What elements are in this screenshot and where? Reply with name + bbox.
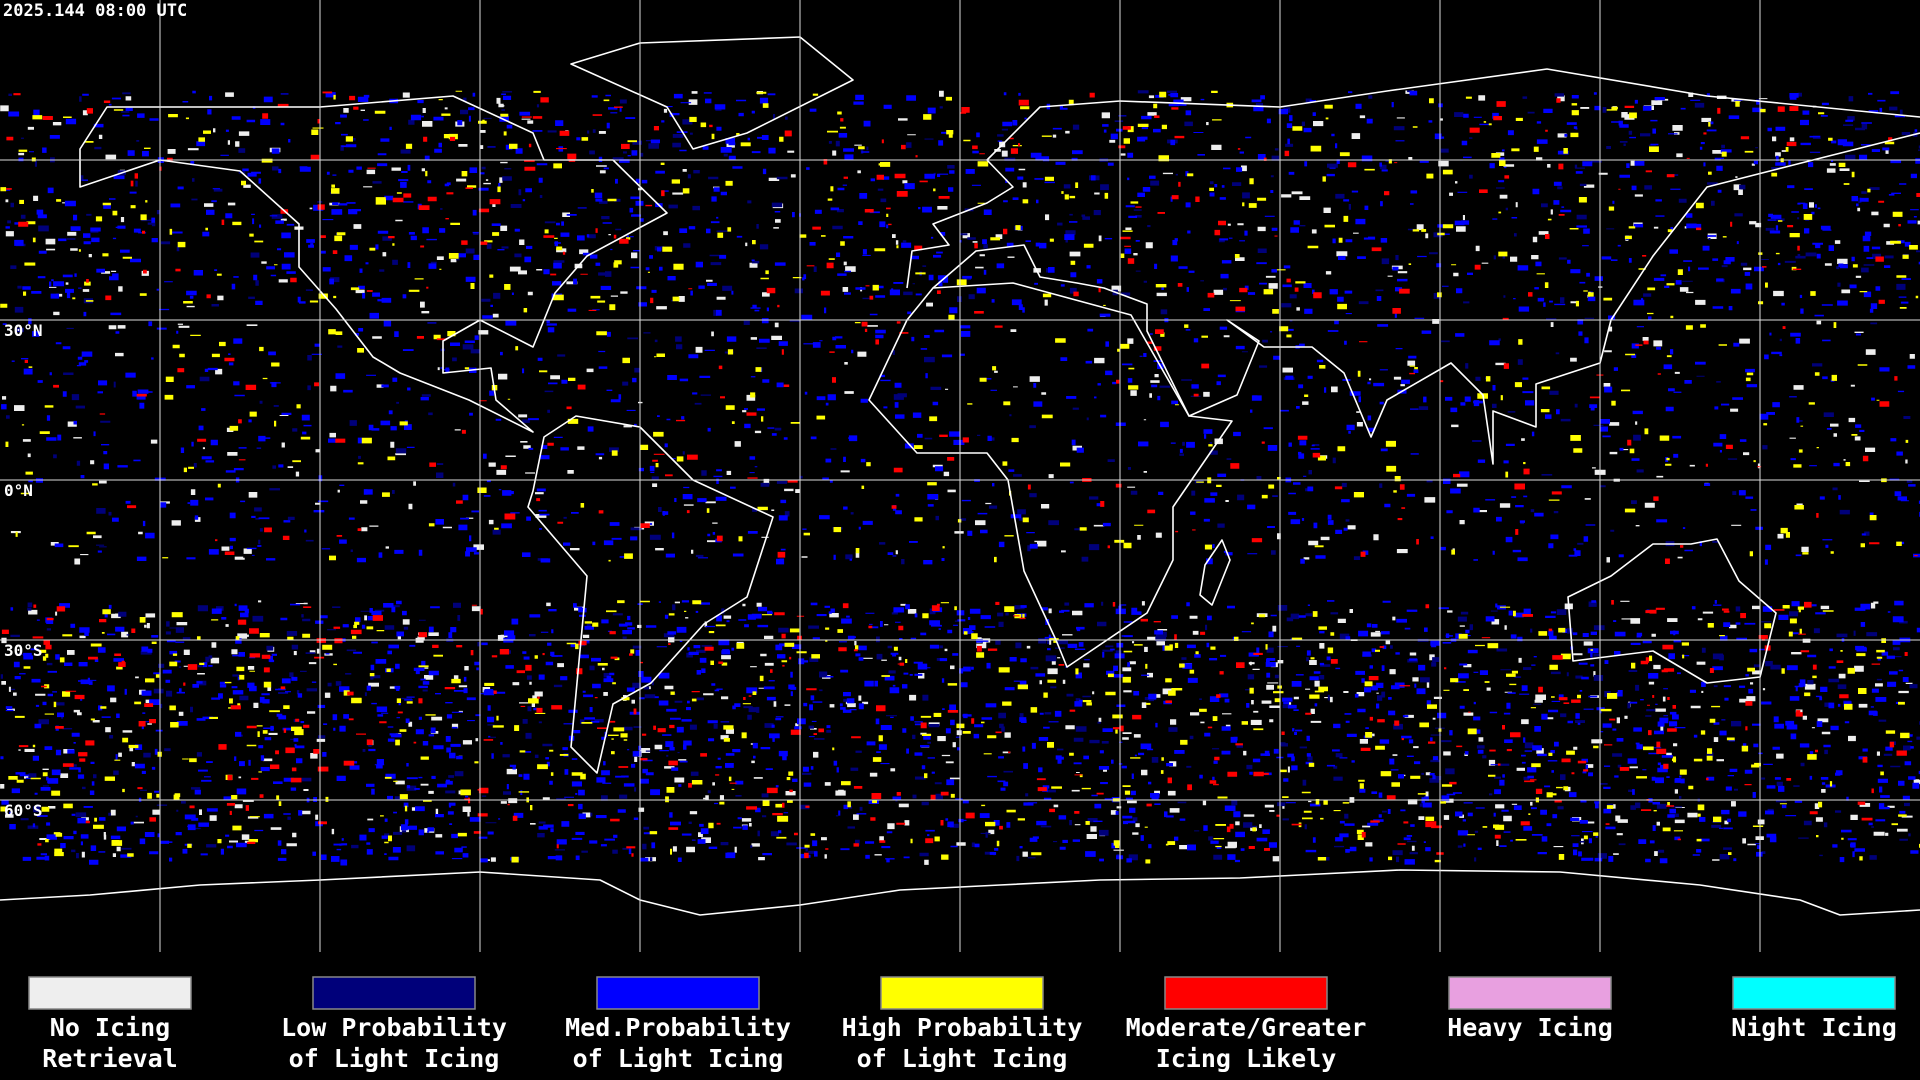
- latitude-label: 60°S: [4, 801, 43, 820]
- graticule: [0, 0, 1920, 952]
- legend-label: Retrieval: [42, 1044, 177, 1073]
- icing-field: [0, 90, 1920, 866]
- legend-swatch: [1732, 976, 1896, 1010]
- legend-label: High Probability: [842, 1013, 1083, 1042]
- legend-swatch: [312, 976, 476, 1010]
- north-america: [79, 95, 668, 433]
- legend-label: Moderate/Greater: [1126, 1013, 1367, 1042]
- icing-pixels: [0, 90, 1920, 866]
- legend-swatch: [596, 976, 760, 1010]
- australia: [1567, 538, 1777, 684]
- africa: [868, 282, 1233, 668]
- legend-swatch: [1448, 976, 1612, 1010]
- latitude-labels: 30°N 0°N 30°S 60°S: [4, 321, 43, 820]
- legend-label: No Icing: [50, 1013, 170, 1042]
- legend-label: Low Probability: [281, 1013, 507, 1042]
- latitude-label: 30°N: [4, 321, 43, 340]
- legend-swatch: [1164, 976, 1328, 1010]
- south-america: [527, 415, 774, 774]
- legend-swatch: [880, 976, 1044, 1010]
- legend-label: of Light Icing: [573, 1044, 784, 1073]
- legend-label: Med.Probability: [565, 1013, 791, 1042]
- legend-label: of Light Icing: [289, 1044, 500, 1073]
- legend-label: of Light Icing: [857, 1044, 1068, 1073]
- legend-label: Night Icing: [1731, 1013, 1897, 1042]
- latitude-label: 0°N: [4, 481, 33, 500]
- timestamp: 2025.144 08:00 UTC: [3, 1, 187, 21]
- madagascar: [1199, 539, 1231, 606]
- legend-label: Icing Likely: [1156, 1044, 1337, 1073]
- eurasia: [906, 68, 1920, 465]
- latitude-label: 30°S: [4, 641, 43, 660]
- legend-swatch: [28, 976, 192, 1010]
- legend-label: Heavy Icing: [1447, 1013, 1613, 1042]
